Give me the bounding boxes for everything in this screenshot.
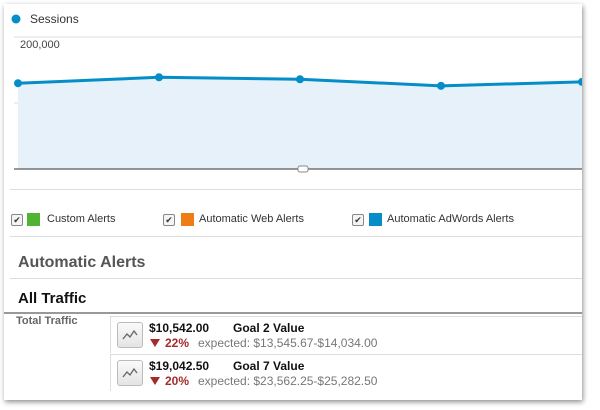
sparkline-button[interactable]	[117, 322, 143, 348]
legend-label: Automatic Web Alerts	[199, 213, 304, 225]
row-label: Total Traffic	[16, 315, 78, 327]
alert-expected: expected: $13,545.67-$14,034.00	[198, 336, 378, 350]
divider	[10, 236, 582, 237]
checkbox[interactable]: ✔	[163, 214, 175, 226]
checkbox[interactable]: ✔	[352, 214, 364, 226]
sparkline-button[interactable]	[117, 360, 143, 386]
divider	[10, 278, 582, 279]
section-title: Automatic Alerts	[18, 254, 146, 271]
point	[578, 77, 582, 86]
series-name: Sessions	[30, 12, 79, 26]
alert-expected: expected: $23,562.25-$25,282.50	[198, 374, 378, 388]
alert-value: $10,542.00	[149, 321, 210, 335]
legend-swatch	[181, 213, 194, 226]
point	[14, 79, 22, 88]
chart: Sessions 100,000200,000	[11, 12, 582, 173]
legend-label: Automatic AdWords Alerts	[387, 213, 514, 225]
point	[437, 81, 445, 90]
point	[155, 73, 163, 82]
sparkline-icon	[122, 367, 138, 378]
down-arrow	[150, 377, 160, 385]
alert-goal: Goal 7 Value	[233, 359, 305, 373]
alert-change: 20%	[165, 374, 190, 388]
alert-change: 22%	[165, 336, 190, 350]
down-arrow	[150, 339, 160, 347]
alert-goal: Goal 2 Value	[233, 321, 305, 335]
segment-title: All Traffic	[18, 290, 87, 307]
area	[18, 77, 582, 169]
alert-value: $19,042.50	[149, 359, 210, 373]
alert-row: $10,542.00 Goal 2 Value 22% expected: $13,5…	[110, 316, 582, 353]
y-tick-label: 200,000	[20, 39, 60, 51]
resize-handle	[297, 165, 309, 173]
sparkline-icon	[122, 329, 138, 340]
legend-label: Custom Alerts	[47, 213, 116, 225]
divider	[4, 312, 582, 314]
point	[296, 75, 304, 84]
legend-swatch	[369, 213, 382, 226]
legend-dot	[11, 14, 21, 24]
legend-swatch	[27, 213, 40, 226]
alert-row: $19,042.50 Goal 7 Value 20% expected: $23,5…	[110, 354, 582, 391]
panel: Sessions 100,000200,000 ✔ Custom Alerts ✔ A…	[4, 4, 582, 400]
checkbox[interactable]: ✔	[11, 214, 23, 226]
divider	[10, 189, 582, 190]
